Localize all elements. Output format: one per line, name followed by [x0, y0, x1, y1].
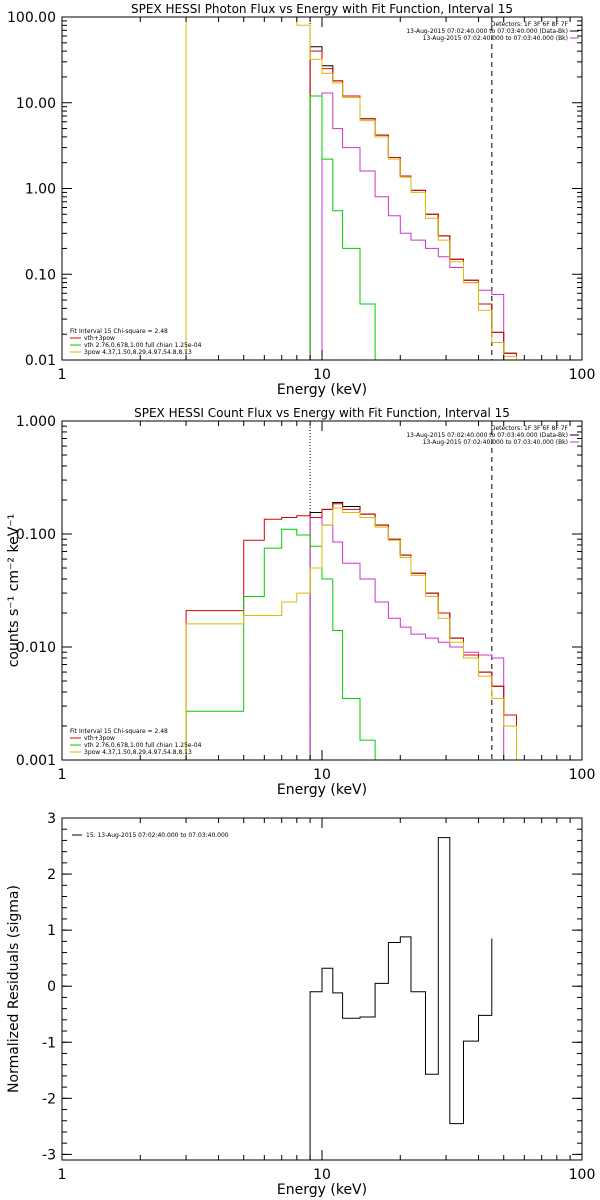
legend-fit-entry: 3pow 4.37,1.50,8.29,4.97,54.8,8.13	[84, 349, 192, 356]
series-line-vth	[185, 528, 376, 760]
x-tick-label: 100	[569, 1167, 596, 1183]
series-line-vth-3pow	[309, 50, 517, 360]
series-line-3pow	[185, 507, 517, 760]
series-line-bk	[309, 92, 505, 360]
y-tick-label: 0.01	[25, 353, 56, 369]
legend-fit-header: Fit Interval 15 Chi-square = 2.48	[70, 328, 168, 335]
y-tick-label: 1.000	[16, 414, 56, 430]
series-line-vth-3pow	[185, 503, 517, 760]
legend-fit-entry: vth 2.76,0.678,1.00 full chian 1.25e-04	[84, 742, 202, 749]
legend-header-text: 13-Aug-2015 07:02:40.000 to 07:03:40.000…	[406, 28, 568, 35]
legend-entry: 15. 13-Aug-2015 07:02:40.000 to 07:03:40…	[86, 832, 229, 839]
chart-panel-1: SPEX HESSI Photon Flux vs Energy with Fi…	[7, 2, 596, 398]
y-tick-label: 3	[47, 811, 56, 827]
plot-data	[185, 421, 517, 760]
x-tick-label: 100	[569, 367, 596, 383]
series-line-15-13-aug-2015-07-02-40-000-to-07-03-40-000	[309, 837, 493, 1160]
x-tick-label: 1	[58, 367, 67, 383]
legend-fit-entry: vth 2.76,0.678,1.00 full chian 1.25e-04	[84, 342, 202, 349]
x-tick-label: 100	[569, 767, 596, 783]
x-tick-label: 10	[313, 1167, 331, 1183]
series-line-bk	[309, 517, 505, 760]
series-line-data-bk	[309, 46, 517, 360]
x-axis-label: Energy (keV)	[277, 1182, 367, 1198]
x-tick-label: 1	[58, 767, 67, 783]
plot-data	[185, 17, 517, 360]
legend-fit-entry: vth+3pow	[84, 335, 115, 342]
legend-fit-header: Fit Interval 15 Chi-square = 2.48	[70, 728, 168, 735]
y-tick-label: 0.100	[16, 527, 56, 543]
y-tick-label: 100.00	[7, 10, 56, 26]
legend-header-text: 13-Aug-2015 07:02:40.000 to 07:03:40.000…	[423, 35, 568, 42]
legend-header-text: 13-Aug-2015 07:02:40.000 to 07:03:40.000…	[406, 432, 568, 439]
y-tick-label: -1	[42, 1035, 56, 1051]
y-tick-label: 2	[47, 867, 56, 883]
y-tick-label: 0.010	[16, 640, 56, 656]
x-axis-label: Energy (keV)	[277, 782, 367, 798]
y-tick-label: 0.001	[16, 753, 56, 769]
x-tick-label: 1	[58, 1167, 67, 1183]
legend-fit-entry: vth+3pow	[84, 735, 115, 742]
x-tick-label: 10	[313, 767, 331, 783]
legend-header-text: Detectors: 1F 3F 6F 8F 7F	[491, 425, 569, 432]
x-axis-label: Energy (keV)	[277, 382, 367, 398]
y-tick-label: 1.00	[25, 182, 56, 198]
chart-panel-3: 1 10 100 Energy (keV) -3 -2 -1 0 1 2 3 Normalized R…	[6, 811, 596, 1198]
chart-title: SPEX HESSI Photon Flux vs Energy with Fi…	[131, 2, 513, 16]
y-tick-label: 0.10	[25, 267, 56, 283]
x-tick-label: 10	[313, 367, 331, 383]
legend-header-text: 13-Aug-2015 07:02:40.000 to 07:03:40.000…	[423, 439, 568, 446]
y-tick-label: 1	[47, 923, 56, 939]
y-tick-label: -2	[42, 1091, 56, 1107]
chart-panel-2: SPEX HESSI Count Flux vs Energy with Fit…	[6, 406, 596, 798]
series-line-data-bk	[309, 502, 517, 760]
plot-data	[309, 837, 493, 1160]
legend-fit-entry: 3pow 4.37,1.50,8.29,4.97,54.8,8.13	[84, 749, 192, 756]
y-tick-label: 10.00	[16, 96, 56, 112]
series-line-vth	[309, 95, 376, 360]
y-tick-label: 0	[47, 979, 56, 995]
y-axis-label: counts s⁻¹ cm⁻² keV⁻¹	[6, 514, 22, 668]
y-axis-label: Normalized Residuals (sigma)	[6, 885, 22, 1093]
legend-header-text: Detectors: 1F 3F 6F 8F 7F	[491, 21, 569, 28]
series-line-3pow	[185, 17, 517, 360]
chart-title: SPEX HESSI Count Flux vs Energy with Fit…	[134, 406, 510, 420]
y-tick-label: -3	[42, 1147, 56, 1163]
